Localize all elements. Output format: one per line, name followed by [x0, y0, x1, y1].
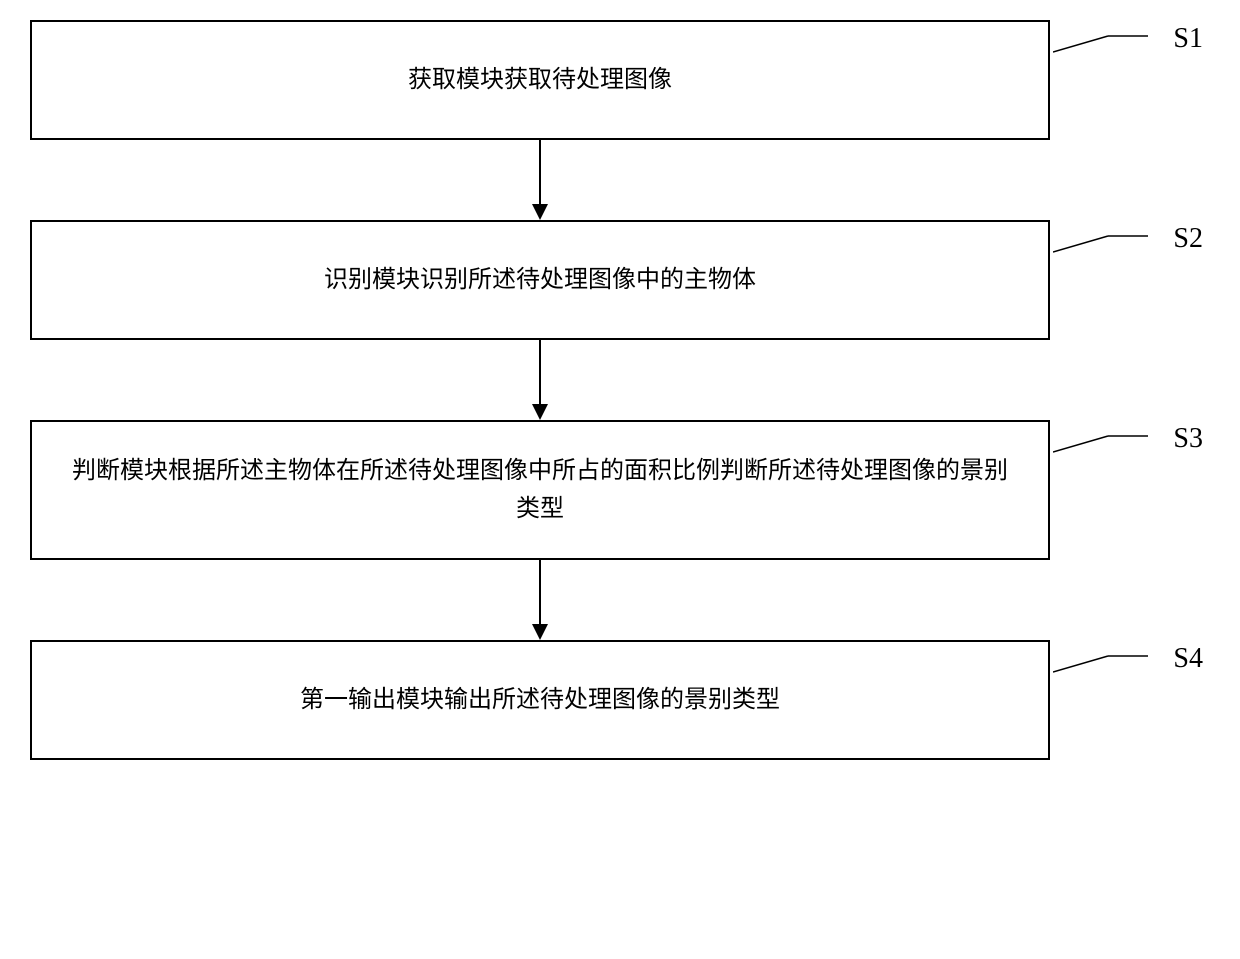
step-box-s4: S4 第一输出模块输出所述待处理图像的景别类型: [30, 640, 1050, 760]
leader-line-s2: [1053, 234, 1148, 254]
step-text-s4: 第一输出模块输出所述待处理图像的景别类型: [300, 681, 780, 719]
leader-line-s3: [1053, 434, 1148, 454]
step-text-s2: 识别模块识别所述待处理图像中的主物体: [324, 261, 756, 299]
leader-line-s4: [1053, 654, 1148, 674]
step-label-s1: S1: [1173, 17, 1203, 62]
arrow-s3-s4: [30, 560, 1050, 640]
flowchart-container: S1 获取模块获取待处理图像 S2 识别模块识别所述待处理图像中的主物体 S3 …: [30, 20, 1210, 760]
step-box-s1: S1 获取模块获取待处理图像: [30, 20, 1050, 140]
step-box-s3: S3 判断模块根据所述主物体在所述待处理图像中所占的面积比例判断所述待处理图像的…: [30, 420, 1050, 560]
step-box-s2: S2 识别模块识别所述待处理图像中的主物体: [30, 220, 1050, 340]
step-text-s3: 判断模块根据所述主物体在所述待处理图像中所占的面积比例判断所述待处理图像的景别类…: [62, 452, 1018, 529]
step-label-s2: S2: [1173, 217, 1203, 262]
step-label-s3: S3: [1173, 417, 1203, 462]
step-label-s4: S4: [1173, 637, 1203, 682]
step-text-s1: 获取模块获取待处理图像: [408, 61, 672, 99]
arrow-s1-s2: [30, 140, 1050, 220]
arrow-s2-s3: [30, 340, 1050, 420]
leader-line-s1: [1053, 34, 1148, 54]
